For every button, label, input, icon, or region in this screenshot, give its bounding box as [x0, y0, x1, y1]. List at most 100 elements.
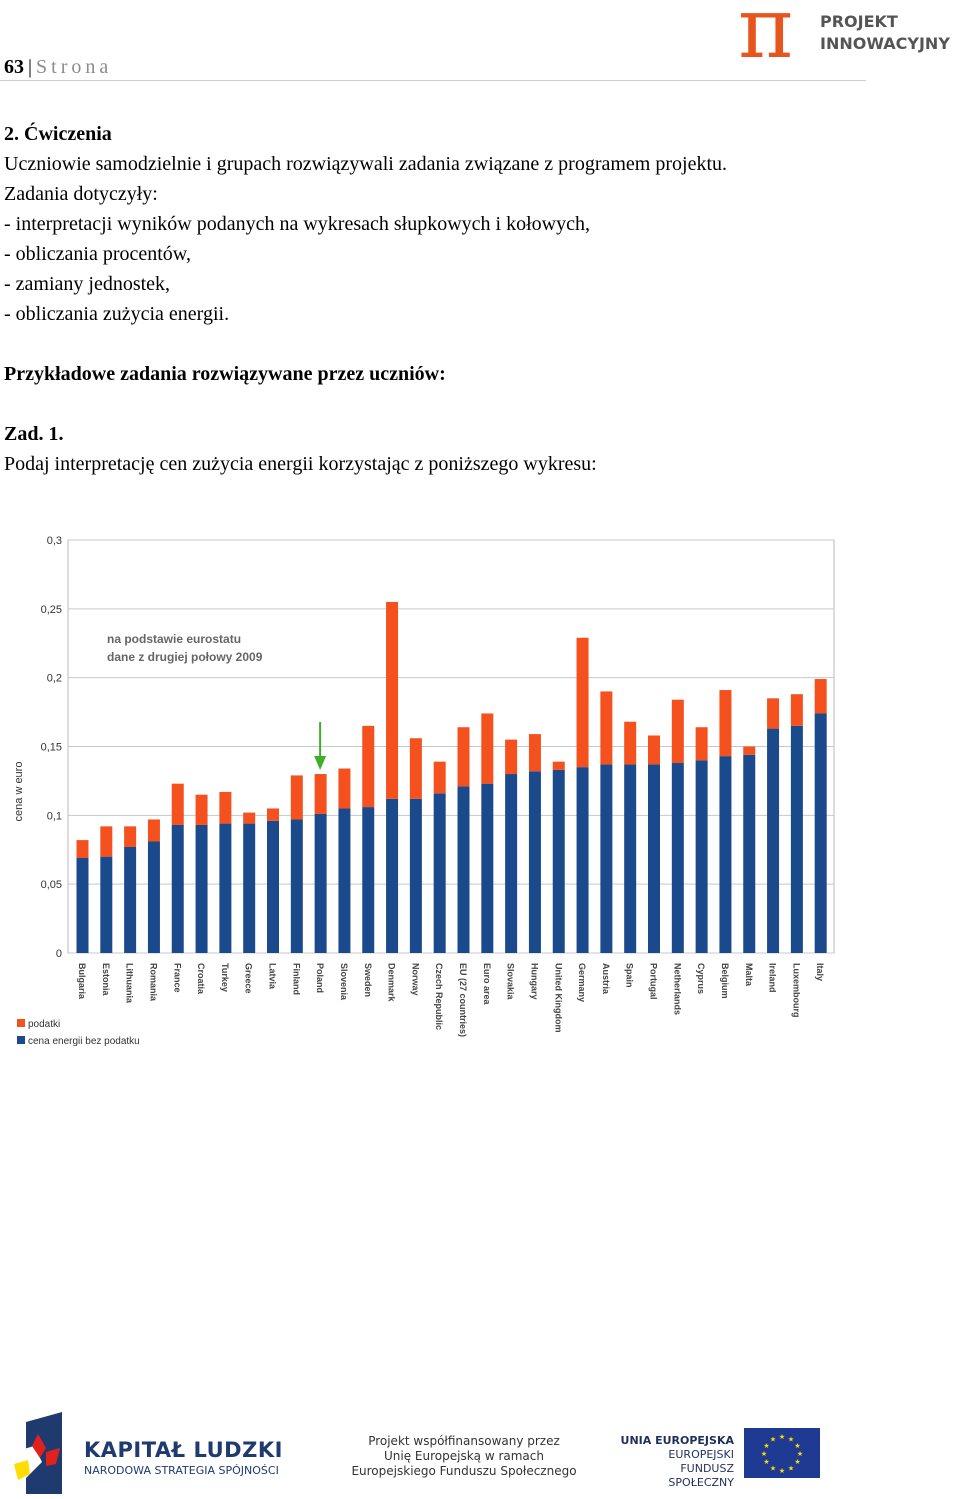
kapital-ludzki-logo-icon: [14, 1412, 62, 1494]
x-tick-label: United Kingdom: [553, 963, 563, 1033]
bar-taxes: [171, 783, 184, 825]
x-tick-label: Slovenia: [339, 963, 349, 1001]
x-tick-label: Norway: [410, 963, 420, 996]
bar-net-price: [219, 823, 232, 953]
bar-net-price: [624, 764, 637, 953]
bar-net-price: [481, 783, 494, 953]
page-header: 63 | Strona π PROJEKT INNOWACYJNY: [0, 0, 960, 84]
bar-taxes: [695, 727, 708, 761]
task-label: Zad. 1.: [4, 423, 64, 445]
svg-text:★: ★: [761, 1450, 767, 1458]
bar-net-price: [171, 824, 184, 953]
projekt-innowacyjny-logo: π PROJEKT INNOWACYJNY: [738, 0, 960, 72]
intro-line: Uczniowie samodzielnie i grupach rozwiąz…: [4, 153, 728, 175]
bar-taxes: [338, 768, 351, 809]
bar-net-price: [743, 754, 756, 953]
page-number-value: 63: [4, 56, 24, 78]
bar-net-price: [648, 764, 660, 953]
bar-taxes: [648, 735, 660, 765]
cofinance-line: Europejskiego Funduszu Społecznego: [351, 1464, 577, 1478]
x-tick-label: Malta: [744, 963, 754, 987]
svg-text:★: ★: [797, 1450, 803, 1458]
x-tick-label: Denmark: [387, 963, 397, 1003]
bar-net-price: [505, 774, 518, 953]
bar-net-price: [338, 808, 351, 953]
bar-net-price: [695, 760, 708, 953]
x-tick-label: Turkey: [220, 963, 230, 992]
y-axis-label: cena w euro: [13, 762, 25, 822]
svg-text:★: ★: [779, 1433, 785, 1441]
bar-net-price: [671, 763, 684, 953]
bar-taxes: [314, 774, 327, 814]
svg-text:★: ★: [794, 1442, 800, 1450]
bar-taxes: [624, 721, 637, 765]
annotation-text: na podstawie eurostatu: [107, 632, 241, 646]
eu-line: FUNDUSZ SPOŁECZNY: [668, 1462, 734, 1489]
x-tick-label: Romania: [148, 963, 158, 1002]
logo-line2: INNOWACYJNY: [820, 34, 950, 53]
x-tick-label: Czech Republic: [434, 963, 444, 1030]
bar-taxes: [243, 812, 256, 824]
bar-net-price: [528, 771, 541, 953]
y-tick-label: 0,1: [47, 810, 62, 822]
svg-text:★: ★: [779, 1467, 785, 1475]
x-tick-label: Austria: [601, 963, 611, 995]
bar-taxes: [386, 601, 399, 799]
header-divider: [0, 80, 866, 81]
x-tick-label: Italy: [815, 963, 825, 981]
y-tick-label: 0,25: [41, 604, 62, 616]
x-tick-label: Slovakia: [506, 963, 516, 1001]
bar-taxes: [719, 690, 732, 757]
page-footer: KAPITAŁ LUDZKI NARODOWA STRATEGIA SPÓJNO…: [0, 1400, 960, 1499]
svg-text:★: ★: [794, 1458, 800, 1466]
page-word: Strona: [36, 56, 113, 78]
bar-net-price: [147, 841, 160, 953]
svg-text:★: ★: [770, 1465, 776, 1473]
bar-net-price: [552, 769, 565, 953]
bar-taxes: [219, 791, 232, 824]
bar-taxes: [552, 761, 565, 770]
bar-taxes: [814, 679, 827, 714]
page-number: 63 | Strona: [4, 56, 112, 79]
bar-net-price: [362, 807, 375, 953]
examples-heading: Przykładowe zadania rozwiązywane przez u…: [4, 363, 446, 385]
kl-title: KAPITAŁ LUDZKI: [84, 1438, 283, 1462]
bar-net-price: [457, 786, 470, 953]
bar-taxes: [576, 637, 589, 768]
bar-net-price: [243, 823, 256, 953]
legend-label: cena energii bez podatku: [28, 1036, 140, 1047]
bar-taxes: [147, 819, 160, 842]
bar-taxes: [671, 699, 684, 764]
x-tick-label: Netherlands: [672, 963, 682, 1015]
bar-taxes: [267, 808, 279, 821]
x-tick-label: Germany: [577, 963, 587, 1002]
section-heading: 2. Ćwiczenia: [4, 123, 112, 145]
bar-taxes: [433, 761, 446, 794]
x-tick-label: Greece: [244, 963, 254, 994]
y-tick-label: 0: [56, 948, 62, 960]
topic-item: - obliczania zużycia energii.: [4, 303, 230, 325]
eu-text: UNIA EUROPEJSKA EUROPEJSKI FUNDUSZ SPOŁE…: [616, 1434, 734, 1490]
topic-item: - interpretacji wyników podanych na wykr…: [4, 213, 590, 235]
x-tick-label: Finland: [291, 963, 301, 995]
bar-taxes: [457, 727, 470, 787]
bar-taxes: [505, 739, 518, 775]
x-tick-label: Estonia: [101, 963, 111, 997]
bar-taxes: [743, 746, 756, 755]
cofinance-line: Projekt współfinansowany przez: [368, 1434, 560, 1448]
bar-net-price: [600, 764, 613, 953]
x-tick-label: Latvia: [268, 963, 278, 990]
x-tick-label: Sweden: [363, 963, 373, 997]
y-tick-label: 0,05: [41, 879, 62, 891]
x-tick-label: EU (27 countries): [458, 963, 468, 1037]
x-tick-label: Euro area: [482, 963, 492, 1006]
x-tick-label: Portugal: [649, 963, 659, 1000]
page-number-separator: |: [28, 56, 33, 78]
y-tick-label: 0,15: [41, 742, 62, 754]
bar-taxes: [481, 713, 494, 784]
y-tick-label: 0,3: [47, 535, 62, 547]
x-tick-label: Luxembourg: [791, 963, 801, 1018]
bar-taxes: [100, 826, 113, 857]
bar-taxes: [600, 691, 613, 765]
bar-net-price: [767, 728, 780, 953]
